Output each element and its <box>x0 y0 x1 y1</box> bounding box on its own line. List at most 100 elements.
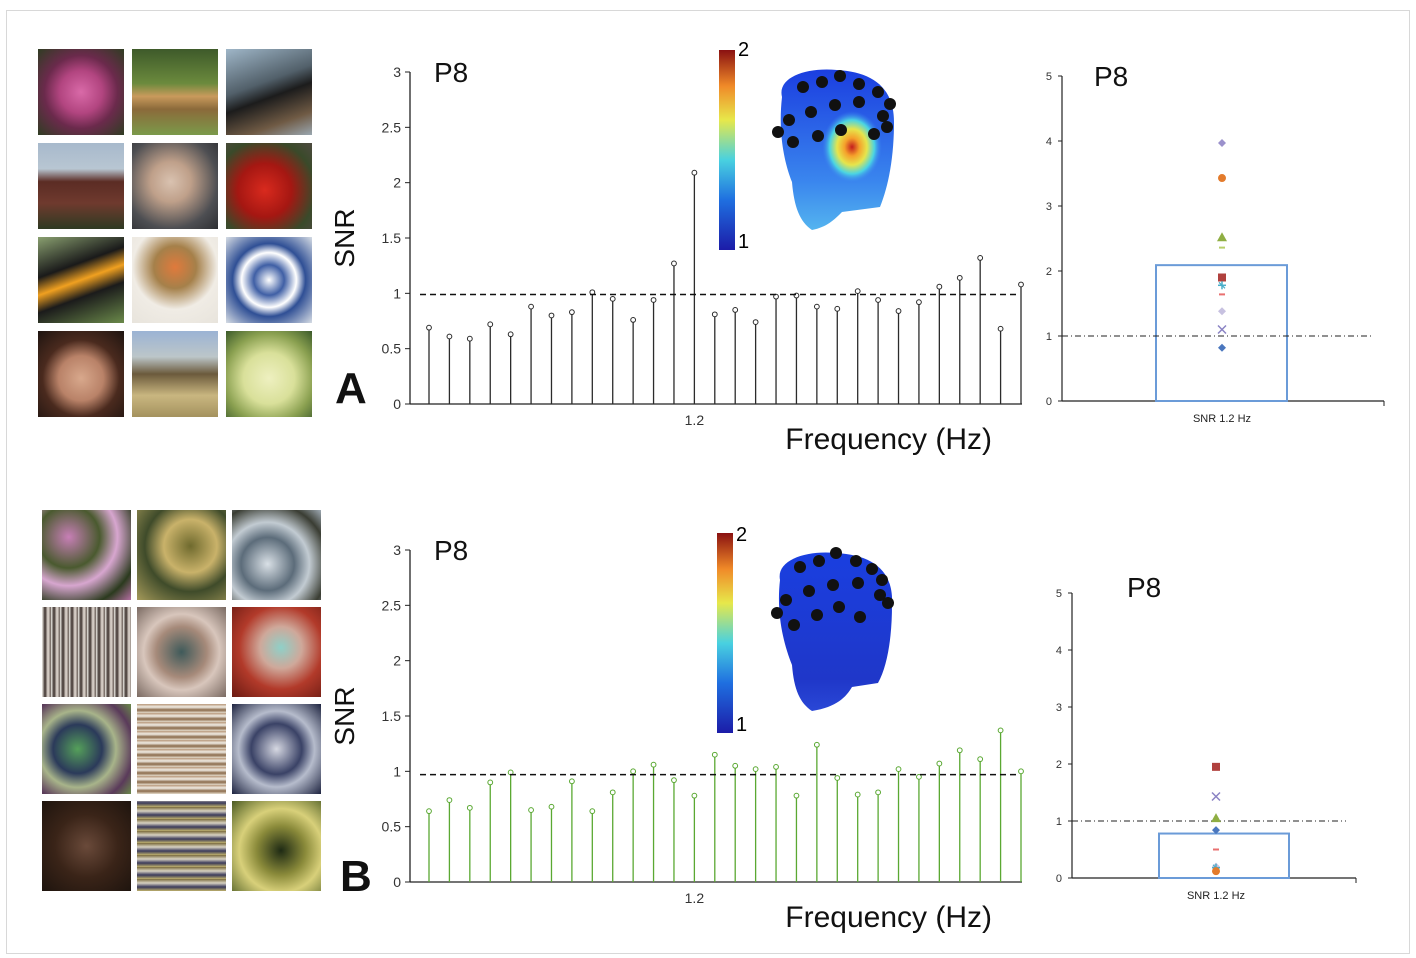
figure-frame <box>6 10 1410 954</box>
stem-point <box>446 797 453 804</box>
stem-point <box>487 779 494 786</box>
stem-point <box>793 792 800 799</box>
electrode-dots-a <box>772 70 896 148</box>
electrode-label: P8 <box>1094 61 1128 92</box>
x-category-label: SNR 1.2 Hz <box>1187 890 1245 902</box>
y-tick-label: 1 <box>1046 331 1052 343</box>
thumbnail-scrambled-2 <box>137 510 226 600</box>
thumbnail-woman-face <box>38 331 124 417</box>
stem-point <box>671 260 677 267</box>
mean-bar <box>1155 264 1288 402</box>
panel-label-b: B <box>340 852 372 901</box>
subject-marker <box>1218 343 1226 352</box>
y-tick-label: 1 <box>393 763 401 779</box>
stem-point <box>487 321 494 328</box>
thumbnail-bird <box>226 49 312 135</box>
stem-point <box>752 766 759 773</box>
x-category-label: SNR 1.2 Hz <box>1193 413 1251 425</box>
stem-point <box>936 283 943 290</box>
x-axis-label: Frequency (Hz) <box>785 423 992 456</box>
thumbnail-scrambled-10 <box>42 801 131 891</box>
stem-point <box>895 308 902 314</box>
x-tick-label: 1.2 <box>685 412 705 428</box>
stem-point <box>446 333 453 340</box>
stem-point <box>956 274 963 281</box>
stem-point <box>528 303 534 310</box>
stem-point <box>936 760 943 767</box>
thumbnail-tomato <box>226 143 312 229</box>
stem-point <box>630 768 637 775</box>
stem-point <box>854 288 861 295</box>
subject-marker <box>1217 232 1227 242</box>
head-map-b: 2 1 <box>712 524 912 736</box>
panel-label-a: A <box>335 364 367 413</box>
stem-point <box>997 727 1004 734</box>
stem-point <box>609 295 616 302</box>
electrode-label: P8 <box>434 535 468 566</box>
x-tick-label: 1.2 <box>685 890 705 906</box>
thumbnail-scrambled-8 <box>137 704 226 794</box>
stem-point <box>691 792 698 799</box>
thumbnail-scrambled-12 <box>232 801 321 891</box>
stem-point <box>1018 281 1024 288</box>
subject-scatter-b: 0 1 2 3 4 5 SNR 1.2 Hz P8 <box>1056 572 1357 902</box>
y-tick-label: 2.5 <box>382 597 402 613</box>
y-tick-label: 1 <box>393 285 401 301</box>
stem-point <box>671 777 677 784</box>
stem-point <box>609 789 616 796</box>
y-tick-label: 4 <box>1056 645 1062 657</box>
mean-bar <box>1158 832 1290 880</box>
subject-marker <box>1218 174 1226 183</box>
stem-point <box>691 169 698 176</box>
y-axis-label: SNR <box>330 208 360 267</box>
stem-point <box>568 778 575 785</box>
stem-point <box>528 807 534 813</box>
electrode-dots-b <box>771 547 894 631</box>
y-tick-label: 3 <box>1056 702 1062 714</box>
stem-point <box>895 766 902 773</box>
stem-point <box>1018 768 1024 775</box>
subject-marker <box>1211 813 1221 823</box>
spectrum-chart-b: 0 0.5 1 1.5 2 2.5 3 1.2 P8 SNR Frequency (Hz) <box>330 535 1024 934</box>
stem-point <box>650 297 657 303</box>
thumbnail-scrambled-3 <box>232 510 321 600</box>
y-tick-label: 3 <box>393 542 401 558</box>
electrode-label: P8 <box>434 57 468 88</box>
stem-point <box>834 305 841 312</box>
colorbar-min-label: 1 <box>738 231 749 252</box>
thumbnail-lamp <box>132 237 218 323</box>
y-tick-label: 3 <box>1046 201 1052 213</box>
colorbar-max-label: 2 <box>738 42 749 61</box>
x-axis-label: Frequency (Hz) <box>785 901 992 934</box>
stem-point <box>548 803 555 810</box>
y-tick-label: 5 <box>1056 588 1062 600</box>
y-tick-label: 0 <box>393 874 401 890</box>
stem-point <box>426 808 432 815</box>
y-tick-label: 0 <box>1046 396 1052 408</box>
y-tick-label: 0.5 <box>382 819 402 835</box>
thumbnail-rose <box>38 49 124 135</box>
subject-marker <box>1218 273 1226 282</box>
stem-point <box>854 791 861 798</box>
stem-point <box>466 804 473 811</box>
thumbnail-pony <box>132 49 218 135</box>
stem-point <box>916 299 922 306</box>
stem-point <box>813 741 820 748</box>
stem-point <box>732 762 739 769</box>
y-tick-label: 1.5 <box>382 708 402 724</box>
subject-marker <box>1211 791 1221 802</box>
stem-point <box>977 255 984 261</box>
spectrum-chart-a: 0 0.5 1 1.5 2 2.5 3 1.2 P8 SNR Frequency (Hz) <box>330 57 1024 456</box>
y-tick-label: 2 <box>1046 266 1052 278</box>
thumbnail-scrambled-11 <box>137 801 226 891</box>
thumbnail-face <box>132 143 218 229</box>
electrode-label: P8 <box>1127 572 1161 603</box>
stem-point <box>997 325 1004 332</box>
stem-point <box>773 293 779 300</box>
thumbnail-scrambled-7 <box>42 704 131 794</box>
stem-point <box>568 309 575 316</box>
stem-point <box>630 316 637 323</box>
thumbnail-apple <box>226 331 312 417</box>
thumbnail-scrambled-9 <box>232 704 321 794</box>
stem-point <box>732 307 739 313</box>
